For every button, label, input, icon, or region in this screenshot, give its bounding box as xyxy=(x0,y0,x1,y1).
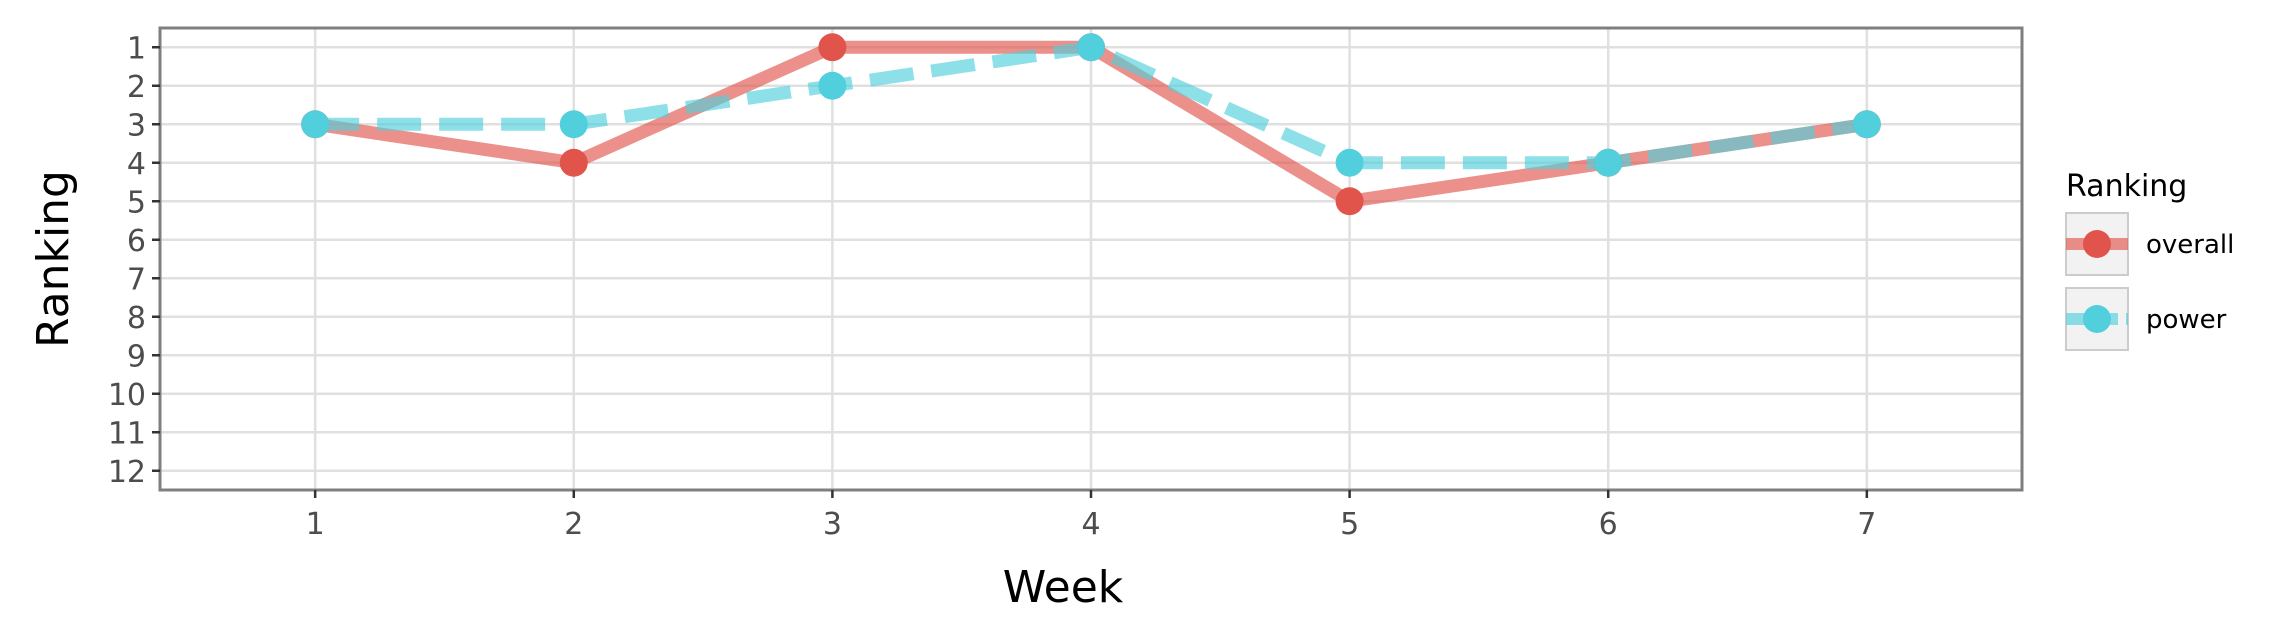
data-point-power xyxy=(1077,33,1105,62)
data-point-power xyxy=(1335,148,1364,177)
legend-title: Ranking xyxy=(2066,169,2187,204)
y-tick-label: 10 xyxy=(108,378,146,413)
y-tick-label: 5 xyxy=(127,185,146,220)
y-axis-title: Ranking xyxy=(28,170,79,348)
data-point-power xyxy=(301,110,330,139)
x-tick-label: 6 xyxy=(1599,507,1618,542)
data-point-overall xyxy=(1335,187,1364,216)
x-tick-label: 3 xyxy=(823,507,842,542)
legend-label-overall: overall xyxy=(2146,230,2234,260)
grid-lines xyxy=(160,28,2022,490)
series-points xyxy=(301,33,1881,216)
legend-label-power: power xyxy=(2146,305,2227,335)
data-point-power xyxy=(1594,148,1623,177)
x-tick-label: 5 xyxy=(1340,507,1359,542)
y-tick-label: 2 xyxy=(127,70,146,105)
data-point-overall xyxy=(818,33,847,62)
data-point-power xyxy=(818,71,847,100)
legend-marker-power xyxy=(2083,305,2111,333)
legend: Ranking overall power xyxy=(2065,169,2234,351)
data-point-power xyxy=(1852,110,1881,139)
y-tick-label: 4 xyxy=(127,147,146,182)
legend-marker-overall xyxy=(2083,230,2111,258)
y-tick-label: 11 xyxy=(108,416,146,451)
y-tick-label: 1 xyxy=(127,31,146,66)
y-tick-label: 12 xyxy=(108,455,146,490)
x-tick-label: 4 xyxy=(1081,507,1100,542)
x-tick-label: 2 xyxy=(564,507,583,542)
y-tick-label: 8 xyxy=(127,301,146,336)
x-axis-title: Week xyxy=(1003,562,1124,613)
y-tick-label: 9 xyxy=(127,339,146,374)
y-tick-label: 7 xyxy=(127,262,146,297)
data-point-power xyxy=(559,110,588,139)
y-tick-label: 3 xyxy=(127,108,146,143)
y-tick-label: 6 xyxy=(127,224,146,259)
x-tick-label: 7 xyxy=(1857,507,1876,542)
legend-items: overall power xyxy=(2065,212,2234,351)
data-point-overall xyxy=(559,148,588,177)
x-tick-label: 1 xyxy=(306,507,325,542)
